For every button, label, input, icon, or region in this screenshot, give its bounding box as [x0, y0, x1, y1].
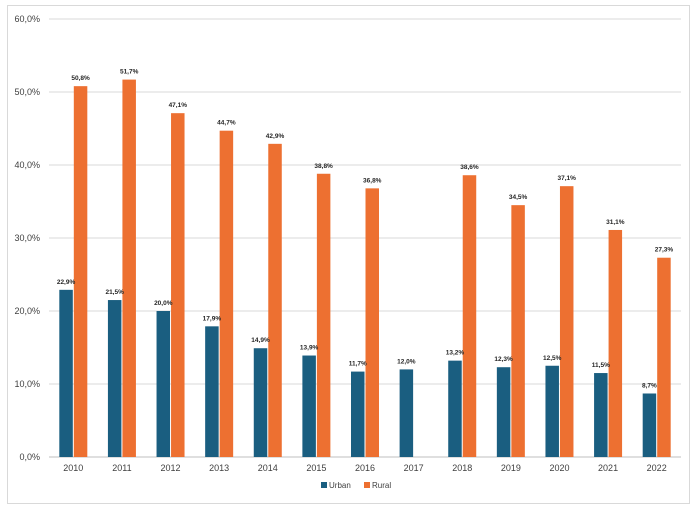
- data-label-urban-2022: 8,7%: [642, 382, 657, 389]
- y-tick-label: 30,0%: [14, 233, 40, 243]
- data-label-rural-2020: 37,1%: [557, 175, 576, 182]
- data-label-rural-2013: 44,7%: [217, 120, 236, 127]
- bar-rural-2018: [462, 175, 477, 457]
- bar-urban-2015: [302, 355, 316, 457]
- legend-label-urban: Urban: [329, 481, 351, 490]
- bar-chart: 0,0% 10,0% 20,0% 30,0% 40,0% 50,0% 60,0% 22,9%…: [14, 14, 681, 490]
- data-label-urban-2014: 14,9%: [251, 337, 270, 344]
- bar-rural-2021: [608, 229, 623, 457]
- bar-urban-2016: [351, 371, 365, 457]
- x-tick-label: 2017: [404, 463, 424, 473]
- data-label-rural-2016: 36,8%: [363, 177, 382, 184]
- y-tick-label: 10,0%: [14, 379, 40, 389]
- x-tick-label: 2016: [355, 463, 375, 473]
- bar-rural-2014: [268, 143, 282, 457]
- x-tick-label: 2019: [501, 463, 521, 473]
- bar-rural-2010: [73, 86, 88, 457]
- y-tick-label: 50,0%: [14, 87, 40, 97]
- bar-urban-2020: [545, 365, 559, 457]
- x-axis: 2010 2011 2012 2013 2014 2015 2016 2017 2018 2019…: [63, 463, 666, 473]
- bar-rural-2012: [171, 113, 185, 458]
- bar-urban-2010: [59, 289, 73, 457]
- bar-urban-2013: [205, 326, 219, 457]
- y-tick-label: 20,0%: [14, 306, 40, 316]
- bar-urban-2019: [496, 367, 511, 457]
- x-tick-label: 2013: [209, 463, 229, 473]
- bar-urban-2018: [448, 360, 462, 457]
- x-tick-label: 2022: [647, 463, 667, 473]
- y-tick-label: 40,0%: [14, 160, 40, 170]
- bar-urban-2014: [253, 348, 268, 457]
- data-label-rural-2014: 42,9%: [266, 133, 285, 140]
- bar-urban-2017: [399, 369, 414, 457]
- legend-label-rural: Rural: [372, 481, 391, 490]
- legend-swatch-rural: [364, 482, 370, 488]
- data-label-urban-2013: 17,9%: [203, 315, 222, 322]
- bar-rural-2016: [365, 188, 379, 458]
- x-tick-label: 2020: [549, 463, 569, 473]
- data-label-urban-2021: 11,5%: [592, 362, 610, 369]
- data-label-rural-2015: 38,8%: [314, 163, 333, 170]
- data-label-urban-2016: 11,7%: [349, 361, 367, 368]
- y-tick-label: 60,0%: [14, 14, 40, 24]
- data-label-rural-2022: 27,3%: [655, 247, 674, 254]
- bar-rural-2019: [511, 205, 525, 457]
- bar-rural-2022: [657, 257, 671, 457]
- data-label-urban-2020: 12,5%: [543, 355, 562, 362]
- data-label-urban-2011: 21,5%: [105, 289, 124, 296]
- data-label-urban-2012: 20,0%: [154, 300, 173, 307]
- bar-urban-2022: [642, 393, 657, 457]
- x-tick-label: 2015: [306, 463, 326, 473]
- legend: Urban Rural: [321, 481, 391, 490]
- data-label-rural-2010: 50,8%: [71, 75, 90, 82]
- bar-rural-2013: [219, 130, 234, 457]
- bar-rural-2011: [122, 79, 136, 457]
- data-label-urban-2017: 12,0%: [397, 358, 416, 365]
- x-tick-label: 2012: [161, 463, 181, 473]
- bar-urban-2021: [594, 373, 608, 457]
- x-tick-label: 2021: [598, 463, 618, 473]
- data-labels: 22,9% 50,8% 21,5% 51,7% 20,0% 47,1% 17,9% 44,7%…: [57, 69, 674, 390]
- bars: [59, 79, 671, 458]
- x-tick-label: 2014: [258, 463, 278, 473]
- x-tick-label: 2010: [63, 463, 83, 473]
- legend-swatch-urban: [321, 482, 327, 488]
- data-label-urban-2010: 22,9%: [57, 279, 76, 286]
- data-label-urban-2019: 12,3%: [494, 356, 513, 363]
- gridlines: [49, 18, 681, 458]
- bar-urban-2011: [107, 300, 122, 457]
- chart-frame: 0,0% 10,0% 20,0% 30,0% 40,0% 50,0% 60,0% 22,9%…: [7, 5, 690, 504]
- y-tick-label: 0,0%: [19, 452, 40, 462]
- data-label-rural-2018: 38,6%: [460, 164, 479, 171]
- data-label-rural-2011: 51,7%: [120, 69, 139, 76]
- data-label-rural-2019: 34,5%: [509, 194, 528, 201]
- bar-urban-2012: [156, 311, 171, 457]
- data-label-urban-2015: 13,9%: [300, 345, 319, 352]
- bar-rural-2015: [316, 173, 331, 457]
- bar-rural-2020: [559, 186, 574, 458]
- data-label-urban-2018: 13,2%: [446, 350, 465, 357]
- y-axis: 0,0% 10,0% 20,0% 30,0% 40,0% 50,0% 60,0%: [14, 14, 40, 462]
- x-tick-label: 2018: [452, 463, 472, 473]
- data-label-rural-2012: 47,1%: [169, 102, 188, 109]
- data-label-rural-2021: 31,1%: [606, 219, 625, 226]
- x-tick-label: 2011: [112, 463, 131, 473]
